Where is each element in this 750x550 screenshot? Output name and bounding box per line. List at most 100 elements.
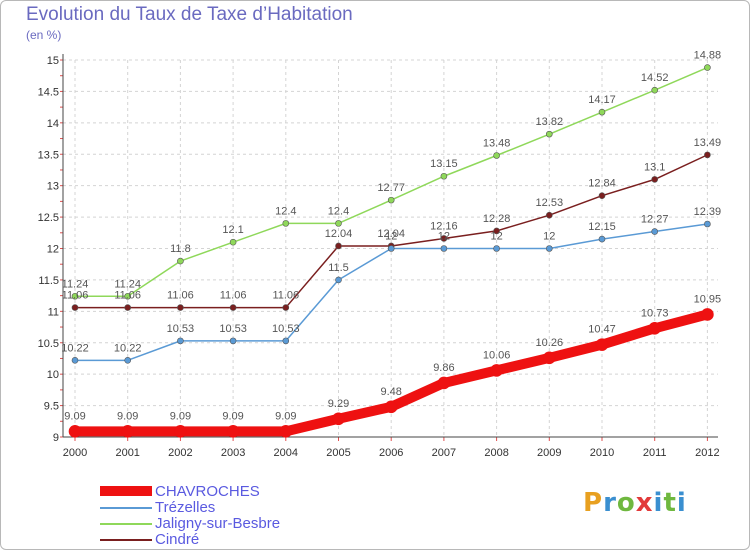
- data-point-1: [124, 357, 131, 364]
- data-point-0: [490, 364, 503, 377]
- data-point-2: [387, 196, 395, 204]
- legend-swatch-cindre: [100, 539, 152, 541]
- data-label-0: 9.09: [64, 410, 85, 422]
- data-label-1: 10.53: [272, 323, 300, 335]
- data-label-0: 9.09: [275, 410, 296, 422]
- data-label-1: 12.15: [588, 221, 616, 233]
- data-label-2: 12.4: [328, 205, 349, 217]
- y-tick-label: 13.5: [38, 149, 59, 161]
- data-label-3: 11.06: [167, 290, 194, 302]
- legend-swatch-trezelles: [100, 507, 152, 509]
- data-label-0: 10.47: [588, 324, 616, 336]
- data-point-1: [598, 235, 606, 243]
- y-tick-label: 12.5: [38, 212, 59, 224]
- x-tick-label: 2010: [590, 447, 614, 459]
- data-label-3: 11.06: [272, 290, 299, 302]
- data-label-2: 12.1: [222, 224, 243, 236]
- y-tick-label: 11: [48, 306, 59, 318]
- logo-letter: i: [653, 488, 664, 518]
- data-point-1: [545, 245, 553, 252]
- data-point-0: [648, 321, 662, 335]
- data-point-1: [335, 276, 342, 284]
- legend-item-jaligny: Jaligny-sur-Besbre: [100, 516, 360, 532]
- legend: CHAVROCHES Trézelles Jaligny-sur-Besbre …: [100, 484, 360, 548]
- legend-label-trezelles: Trézelles: [155, 499, 216, 516]
- data-point-3: [124, 304, 131, 311]
- data-label-0: 9.48: [380, 386, 401, 398]
- data-label-3: 12.16: [430, 220, 458, 232]
- y-tick-label: 9.5: [44, 401, 59, 413]
- data-point-1: [177, 337, 184, 345]
- data-label-2: 11.24: [114, 278, 141, 290]
- data-point-3: [71, 304, 79, 311]
- legend-swatch-chavroches: [100, 486, 152, 496]
- logo-letter: t: [663, 488, 677, 518]
- data-label-3: 12.04: [377, 228, 405, 240]
- data-label-0: 10.73: [641, 307, 669, 319]
- data-point-3: [177, 304, 184, 311]
- x-tick-label: 2002: [168, 447, 192, 459]
- logo-letter: x: [635, 488, 654, 518]
- x-tick-label: 2004: [274, 447, 298, 459]
- x-tick-label: 2003: [221, 447, 245, 459]
- data-point-1: [71, 357, 79, 364]
- data-label-3: 13.49: [694, 137, 722, 149]
- data-point-0: [437, 376, 451, 390]
- data-point-0: [332, 412, 345, 426]
- unit-label: (en %): [26, 28, 62, 42]
- data-label-1: 10.53: [219, 323, 247, 335]
- legend-item-trezelles: Trézelles: [100, 500, 360, 516]
- y-tick-label: 10: [47, 369, 59, 381]
- legend-item-chavroches: CHAVROCHES: [100, 484, 360, 500]
- y-tick-label: 13: [47, 181, 59, 193]
- data-label-3: 12.84: [588, 178, 616, 190]
- data-label-0: 9.29: [328, 398, 349, 410]
- data-point-0: [174, 425, 187, 438]
- data-label-2: 14.17: [588, 94, 616, 106]
- y-tick-label: 10.5: [38, 338, 59, 350]
- y-tick-label: 14: [47, 118, 59, 130]
- data-point-0: [121, 425, 134, 438]
- data-label-2: 11.24: [62, 278, 89, 290]
- x-tick-label: 2009: [537, 447, 561, 459]
- data-label-3: 11.06: [114, 290, 141, 302]
- data-point-2: [124, 292, 131, 300]
- data-label-3: 12.04: [325, 228, 353, 240]
- data-label-0: 9.09: [222, 410, 243, 422]
- data-label-2: 14.52: [641, 72, 669, 84]
- data-point-2: [282, 220, 290, 227]
- data-point-2: [229, 238, 237, 246]
- data-label-0: 10.95: [694, 293, 722, 305]
- data-point-3: [545, 211, 553, 219]
- data-point-1: [493, 245, 500, 252]
- data-label-1: 11.5: [328, 262, 349, 274]
- data-point-1: [282, 337, 290, 345]
- legend-item-cindre: Cindré: [100, 532, 360, 548]
- data-label-1: 12: [543, 231, 555, 243]
- data-label-1: 12.39: [694, 206, 722, 218]
- x-tick-label: 2006: [379, 447, 403, 459]
- data-point-0: [595, 338, 609, 351]
- data-point-1: [387, 245, 395, 252]
- legend-swatch-jaligny: [100, 523, 152, 525]
- x-tick-label: 2000: [63, 447, 87, 459]
- data-label-2: 13.48: [483, 138, 511, 150]
- data-label-1: 10.22: [114, 342, 142, 354]
- legend-label-jaligny: Jaligny-sur-Besbre: [155, 515, 281, 532]
- data-label-1: 12: [385, 231, 397, 243]
- data-label-2: 12.4: [275, 205, 296, 217]
- x-tick-label: 2007: [432, 447, 456, 459]
- y-tick-label: 12: [47, 244, 59, 256]
- data-label-0: 9.09: [170, 410, 191, 422]
- data-point-3: [282, 304, 290, 311]
- data-label-1: 10.53: [167, 323, 195, 335]
- data-label-3: 11.06: [220, 290, 247, 302]
- data-label-1: 12: [490, 231, 502, 243]
- logo-letter: r: [603, 488, 617, 518]
- data-point-1: [440, 245, 448, 252]
- data-label-2: 14.88: [694, 50, 722, 62]
- data-label-3: 13.1: [644, 161, 665, 173]
- data-point-2: [651, 86, 659, 94]
- data-point-3: [440, 235, 448, 242]
